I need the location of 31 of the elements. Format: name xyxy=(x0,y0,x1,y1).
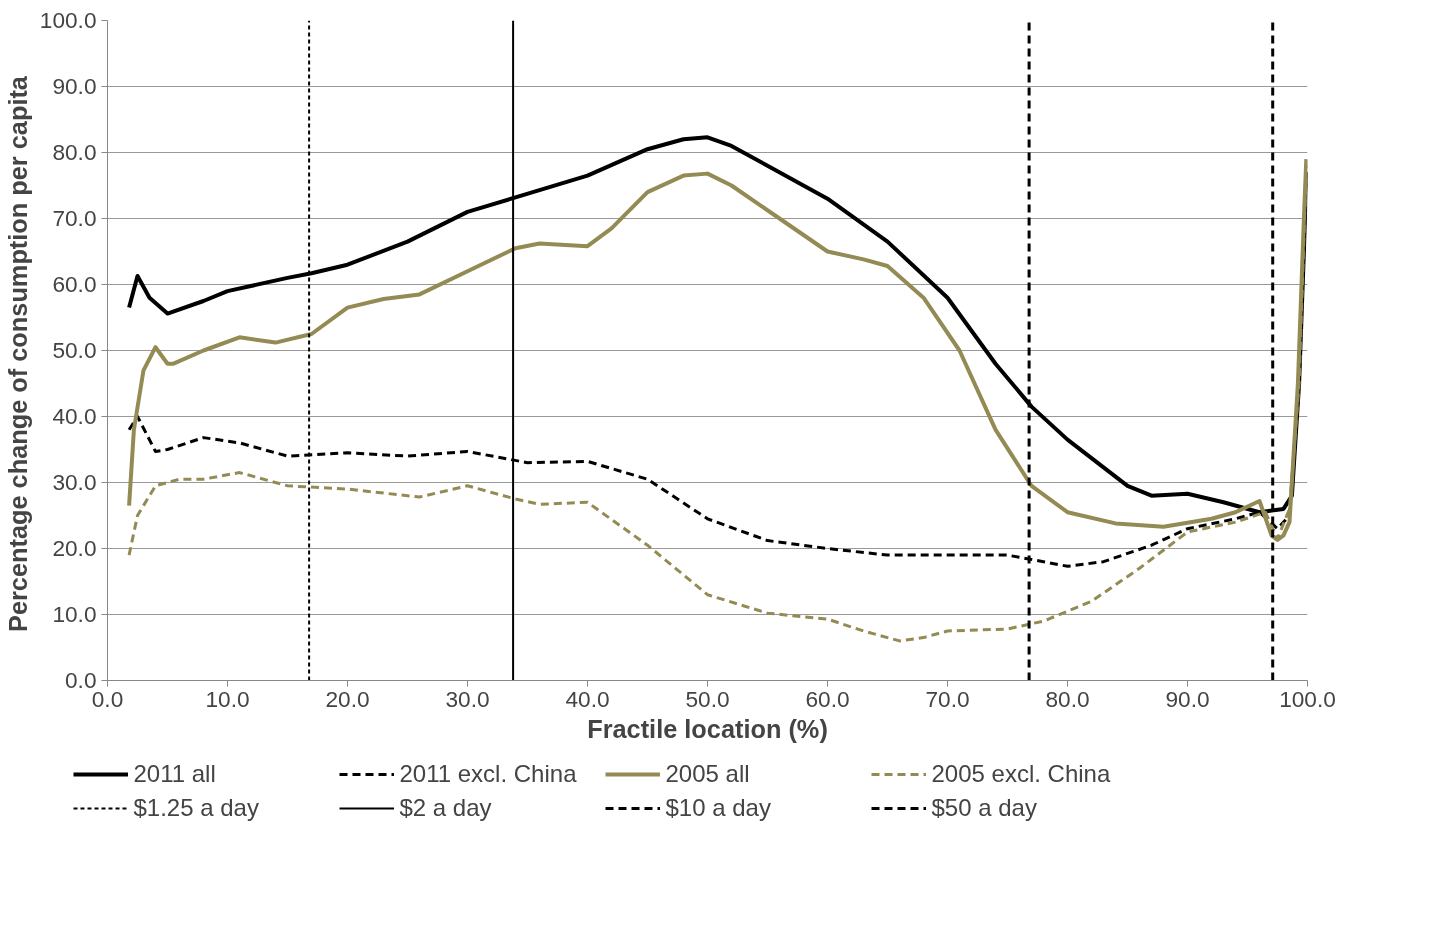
legend-label: $1.25 a day xyxy=(133,794,260,822)
x-tick-label: 20.0 xyxy=(325,685,370,712)
y-tick-label: 100.0 xyxy=(39,7,97,33)
y-axis-title: Percentage change of consumption per capita xyxy=(3,75,32,632)
legend-label: $10 a day xyxy=(665,794,772,822)
y-tick-label: 20.0 xyxy=(52,535,97,561)
legend-label: 2005 all xyxy=(665,760,751,788)
x-tick-label: 60.0 xyxy=(805,685,850,712)
y-tick-label: 80.0 xyxy=(52,139,97,165)
y-tick-label: 10.0 xyxy=(52,601,97,627)
y-tick-label: 30.0 xyxy=(52,469,97,495)
legend-label: $2 a day xyxy=(399,794,493,822)
x-axis-title: Fractile location (%) xyxy=(587,714,828,743)
y-tick-label: 40.0 xyxy=(52,403,97,429)
x-tick-label: 10.0 xyxy=(205,685,250,712)
y-tick-label: 90.0 xyxy=(52,73,97,99)
y-tick-label: 60.0 xyxy=(52,271,97,297)
x-tick-label: 90.0 xyxy=(1165,685,1210,712)
legend-label: 2011 excl. China xyxy=(399,760,578,788)
x-tick-label: 80.0 xyxy=(1045,685,1090,712)
legend-label: 2011 all xyxy=(133,760,217,788)
legend-label: $50 a day xyxy=(931,794,1038,822)
legend-label: 2005 excl. China xyxy=(931,760,1112,788)
x-tick-label: 30.0 xyxy=(445,685,490,712)
y-tick-label: 50.0 xyxy=(52,337,97,363)
y-tick-label: 70.0 xyxy=(52,205,97,231)
x-tick-label: 70.0 xyxy=(925,685,970,712)
x-tick-label: 100.0 xyxy=(1279,685,1336,712)
y-tick-label: 0.0 xyxy=(65,667,97,693)
x-tick-label: 50.0 xyxy=(685,685,730,712)
x-tick-label: 40.0 xyxy=(565,685,610,712)
